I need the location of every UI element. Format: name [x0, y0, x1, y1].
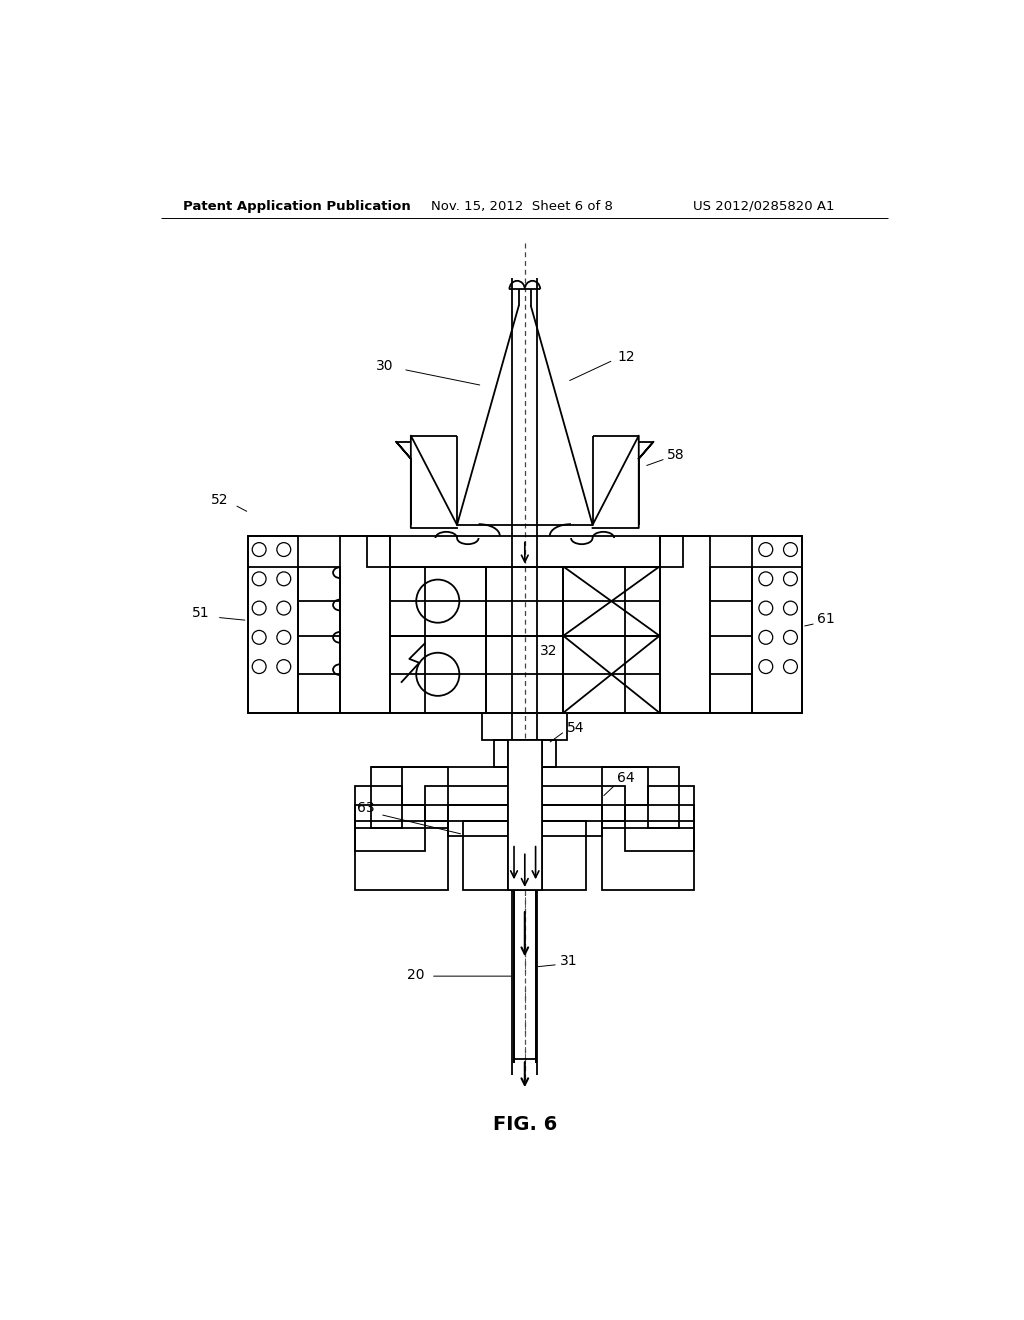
- Bar: [390, 636, 486, 713]
- Text: 12: 12: [617, 350, 635, 364]
- Bar: [602, 821, 694, 890]
- Text: 54: 54: [567, 721, 585, 735]
- Text: FIG. 6: FIG. 6: [493, 1115, 557, 1134]
- Bar: [355, 785, 401, 829]
- Text: Patent Application Publication: Patent Application Publication: [183, 199, 411, 213]
- Text: US 2012/0285820 A1: US 2012/0285820 A1: [692, 199, 835, 213]
- Text: 20: 20: [408, 968, 425, 982]
- Bar: [390, 566, 659, 636]
- Bar: [401, 767, 648, 805]
- Text: 63: 63: [357, 800, 375, 814]
- Text: 64: 64: [617, 771, 635, 785]
- Bar: [508, 739, 542, 890]
- Bar: [355, 805, 425, 851]
- Bar: [659, 536, 802, 713]
- Bar: [563, 566, 659, 636]
- Text: 51: 51: [191, 606, 209, 619]
- Bar: [355, 821, 447, 890]
- Bar: [563, 636, 625, 713]
- Bar: [625, 805, 694, 851]
- Bar: [659, 536, 710, 713]
- Bar: [367, 536, 683, 566]
- Bar: [248, 536, 298, 713]
- Text: 58: 58: [668, 447, 685, 462]
- Text: Nov. 15, 2012  Sheet 6 of 8: Nov. 15, 2012 Sheet 6 of 8: [431, 199, 612, 213]
- Bar: [425, 636, 486, 713]
- Bar: [563, 636, 659, 713]
- Text: 61: 61: [817, 612, 836, 626]
- Bar: [494, 739, 556, 767]
- Bar: [563, 566, 625, 636]
- Bar: [710, 566, 752, 713]
- Bar: [390, 566, 486, 636]
- Bar: [390, 636, 659, 713]
- Bar: [340, 536, 390, 713]
- Bar: [447, 805, 602, 836]
- Bar: [514, 890, 536, 1059]
- Bar: [371, 767, 447, 829]
- Bar: [248, 536, 390, 713]
- Bar: [602, 767, 679, 829]
- Text: 31: 31: [559, 954, 578, 968]
- Bar: [752, 536, 802, 713]
- Bar: [463, 821, 587, 890]
- Text: 52: 52: [211, 492, 228, 507]
- Text: 32: 32: [541, 644, 558, 659]
- Bar: [425, 566, 486, 636]
- Text: 30: 30: [377, 359, 394, 374]
- Bar: [298, 566, 340, 713]
- Bar: [425, 785, 625, 821]
- Bar: [482, 713, 567, 739]
- Bar: [648, 785, 694, 829]
